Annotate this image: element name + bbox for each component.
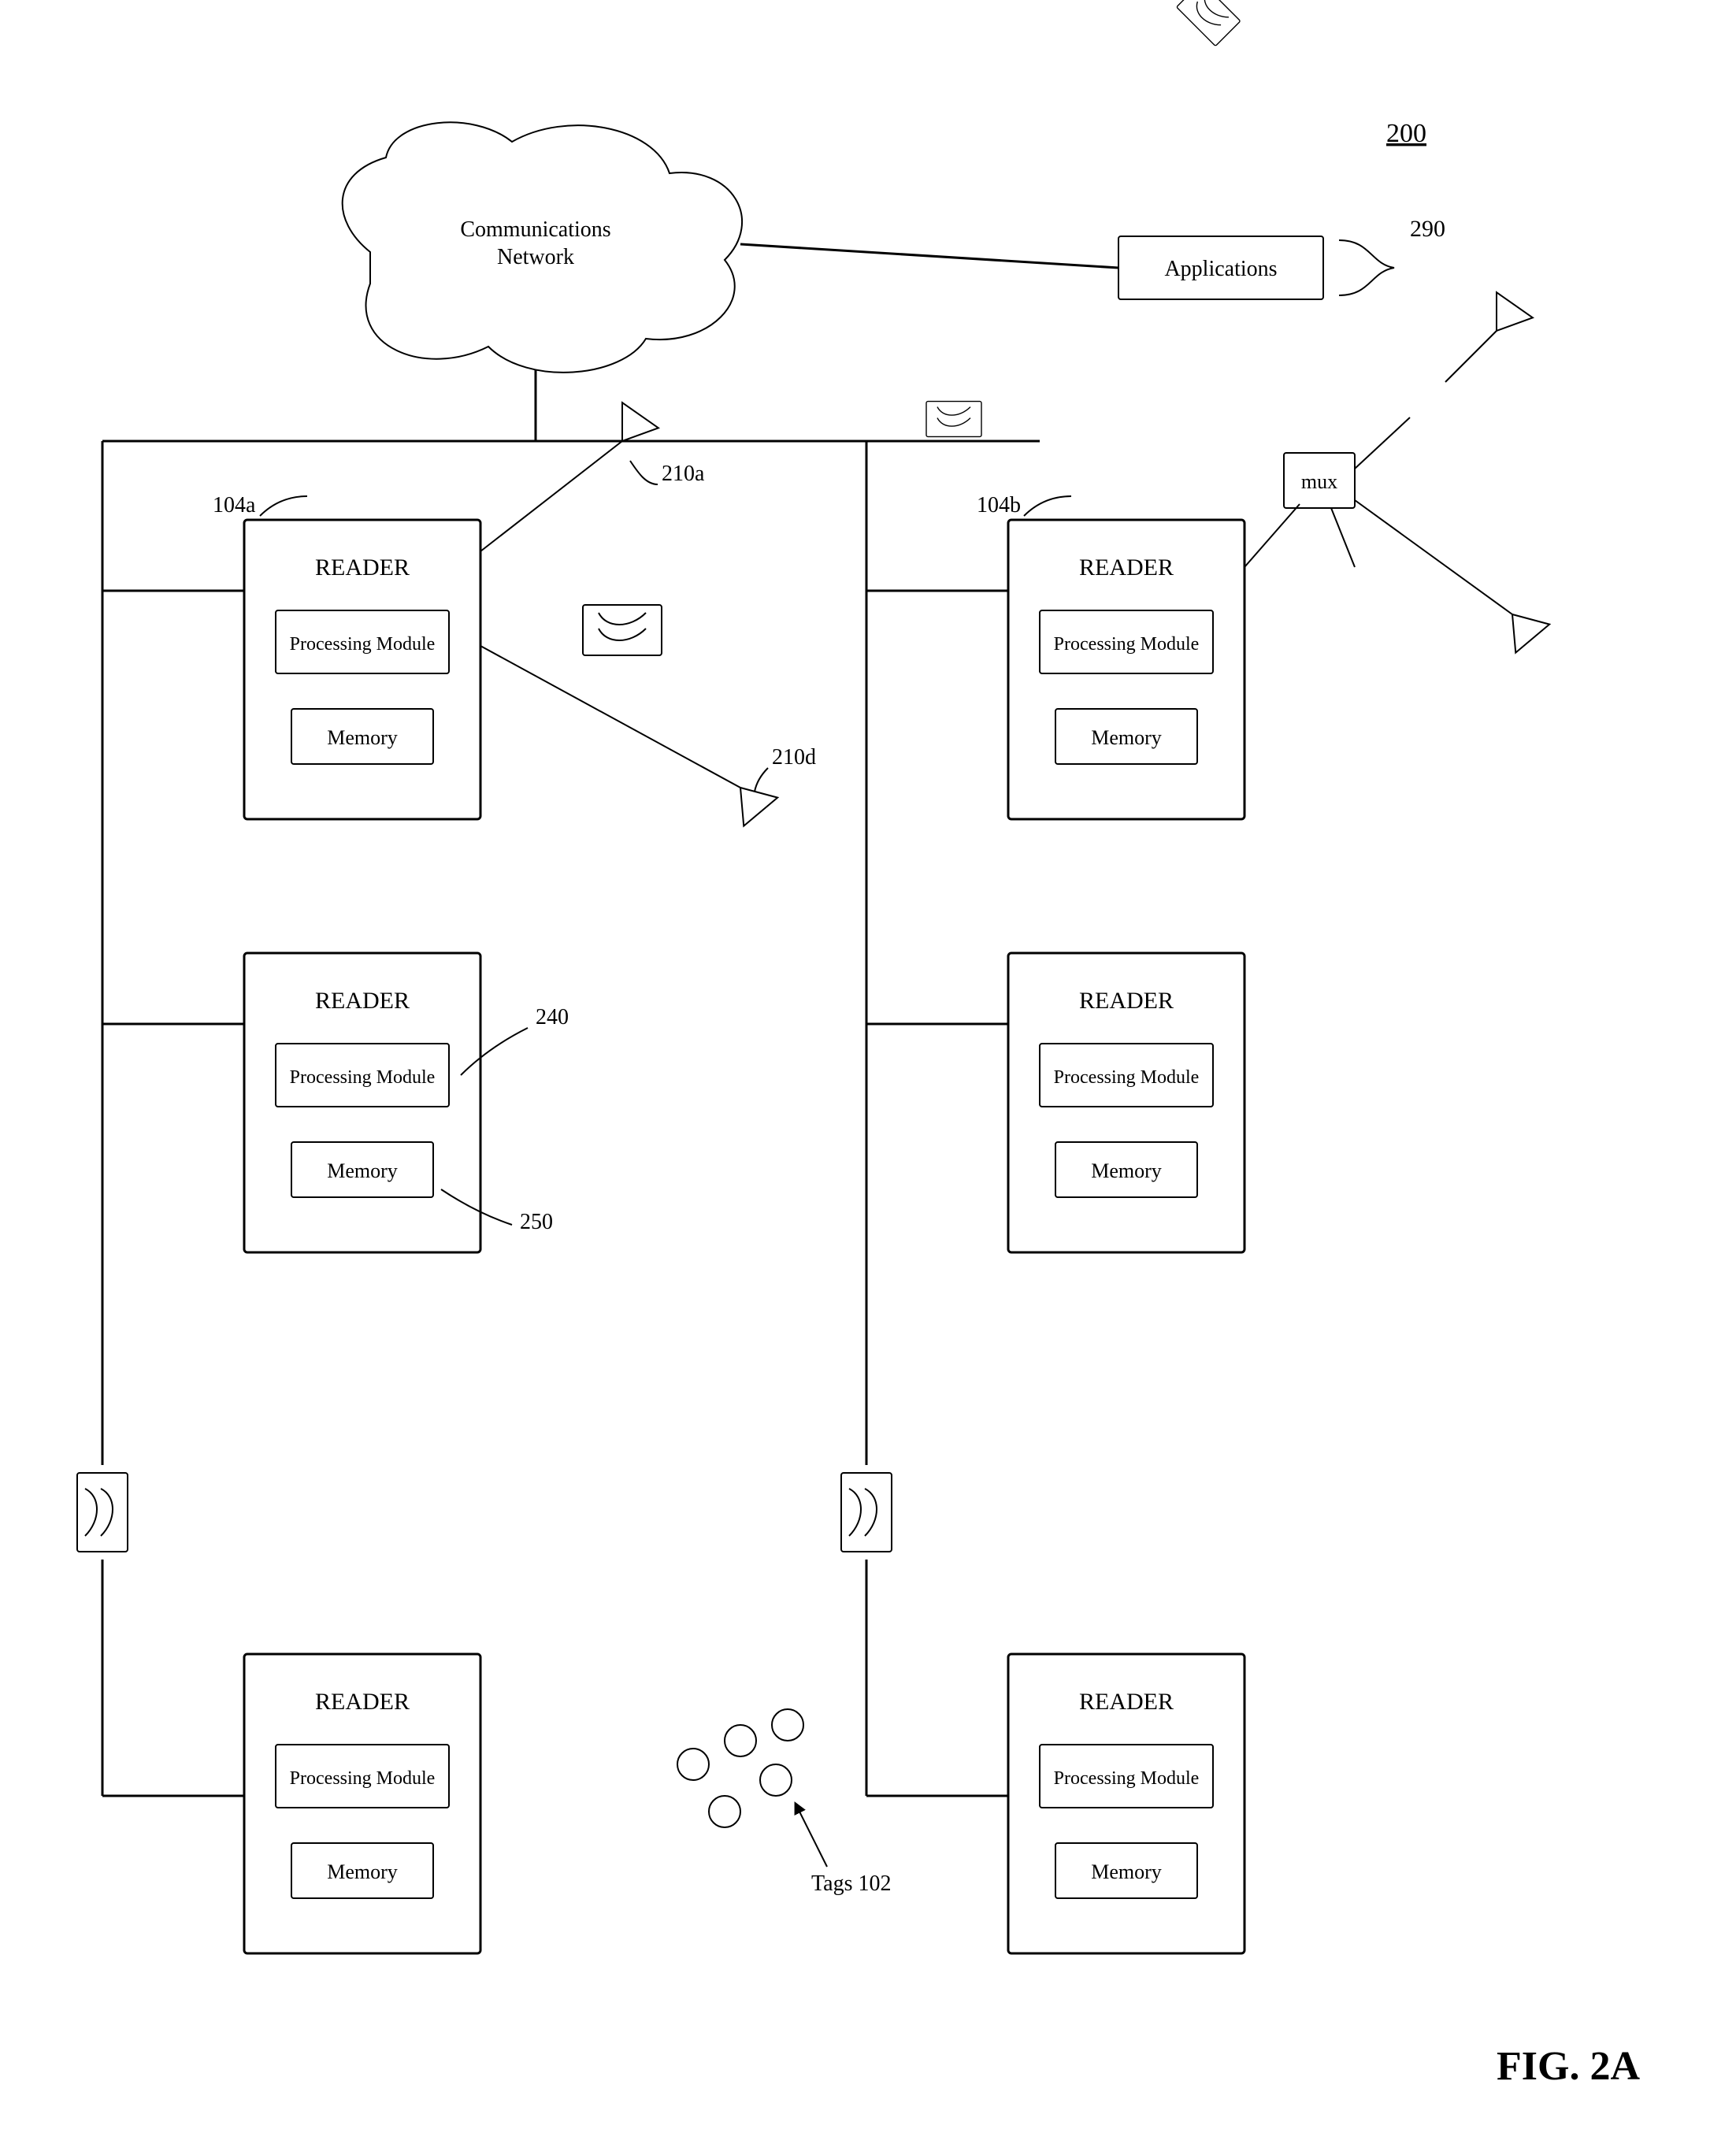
processing-module-ref: 240 bbox=[536, 1005, 569, 1029]
applications-box: Applications bbox=[1118, 236, 1323, 299]
antenna-d-ref: 210d bbox=[772, 745, 816, 770]
break-icon bbox=[1177, 0, 1241, 46]
antenna-icon bbox=[724, 773, 778, 826]
applications-label: Applications bbox=[1164, 257, 1277, 281]
antenna-icon bbox=[604, 402, 658, 454]
network-label-line1: Communications bbox=[460, 217, 610, 242]
reader-block bbox=[244, 520, 480, 819]
mux-label: mux bbox=[1301, 470, 1337, 493]
break-icon bbox=[77, 1473, 128, 1552]
reader-block bbox=[244, 1654, 480, 1953]
communications-network-cloud: Communications Network bbox=[343, 122, 742, 373]
break-icon bbox=[583, 605, 662, 655]
applications-ref: 290 bbox=[1410, 216, 1445, 242]
figure-label: FIG. 2A bbox=[1497, 2044, 1640, 2089]
antenna-a-ref: 210a bbox=[662, 462, 705, 486]
tags-label: Tags 102 bbox=[811, 1871, 891, 1896]
tags-group bbox=[677, 1709, 803, 1827]
reader-a-ref: 104a bbox=[213, 493, 256, 517]
break-icon bbox=[841, 1473, 892, 1552]
break-icon bbox=[926, 402, 981, 437]
reader-block bbox=[1008, 1654, 1245, 1953]
reader-block bbox=[244, 953, 480, 1252]
reader-block bbox=[1008, 953, 1245, 1252]
memory-ref: 250 bbox=[520, 1210, 553, 1234]
reader-block bbox=[1008, 520, 1245, 819]
antenna-icon bbox=[1478, 292, 1533, 343]
reader-b-ref: 104b bbox=[977, 493, 1021, 517]
figure-ref: 200 bbox=[1386, 119, 1426, 148]
network-label-line2: Network bbox=[497, 245, 574, 269]
